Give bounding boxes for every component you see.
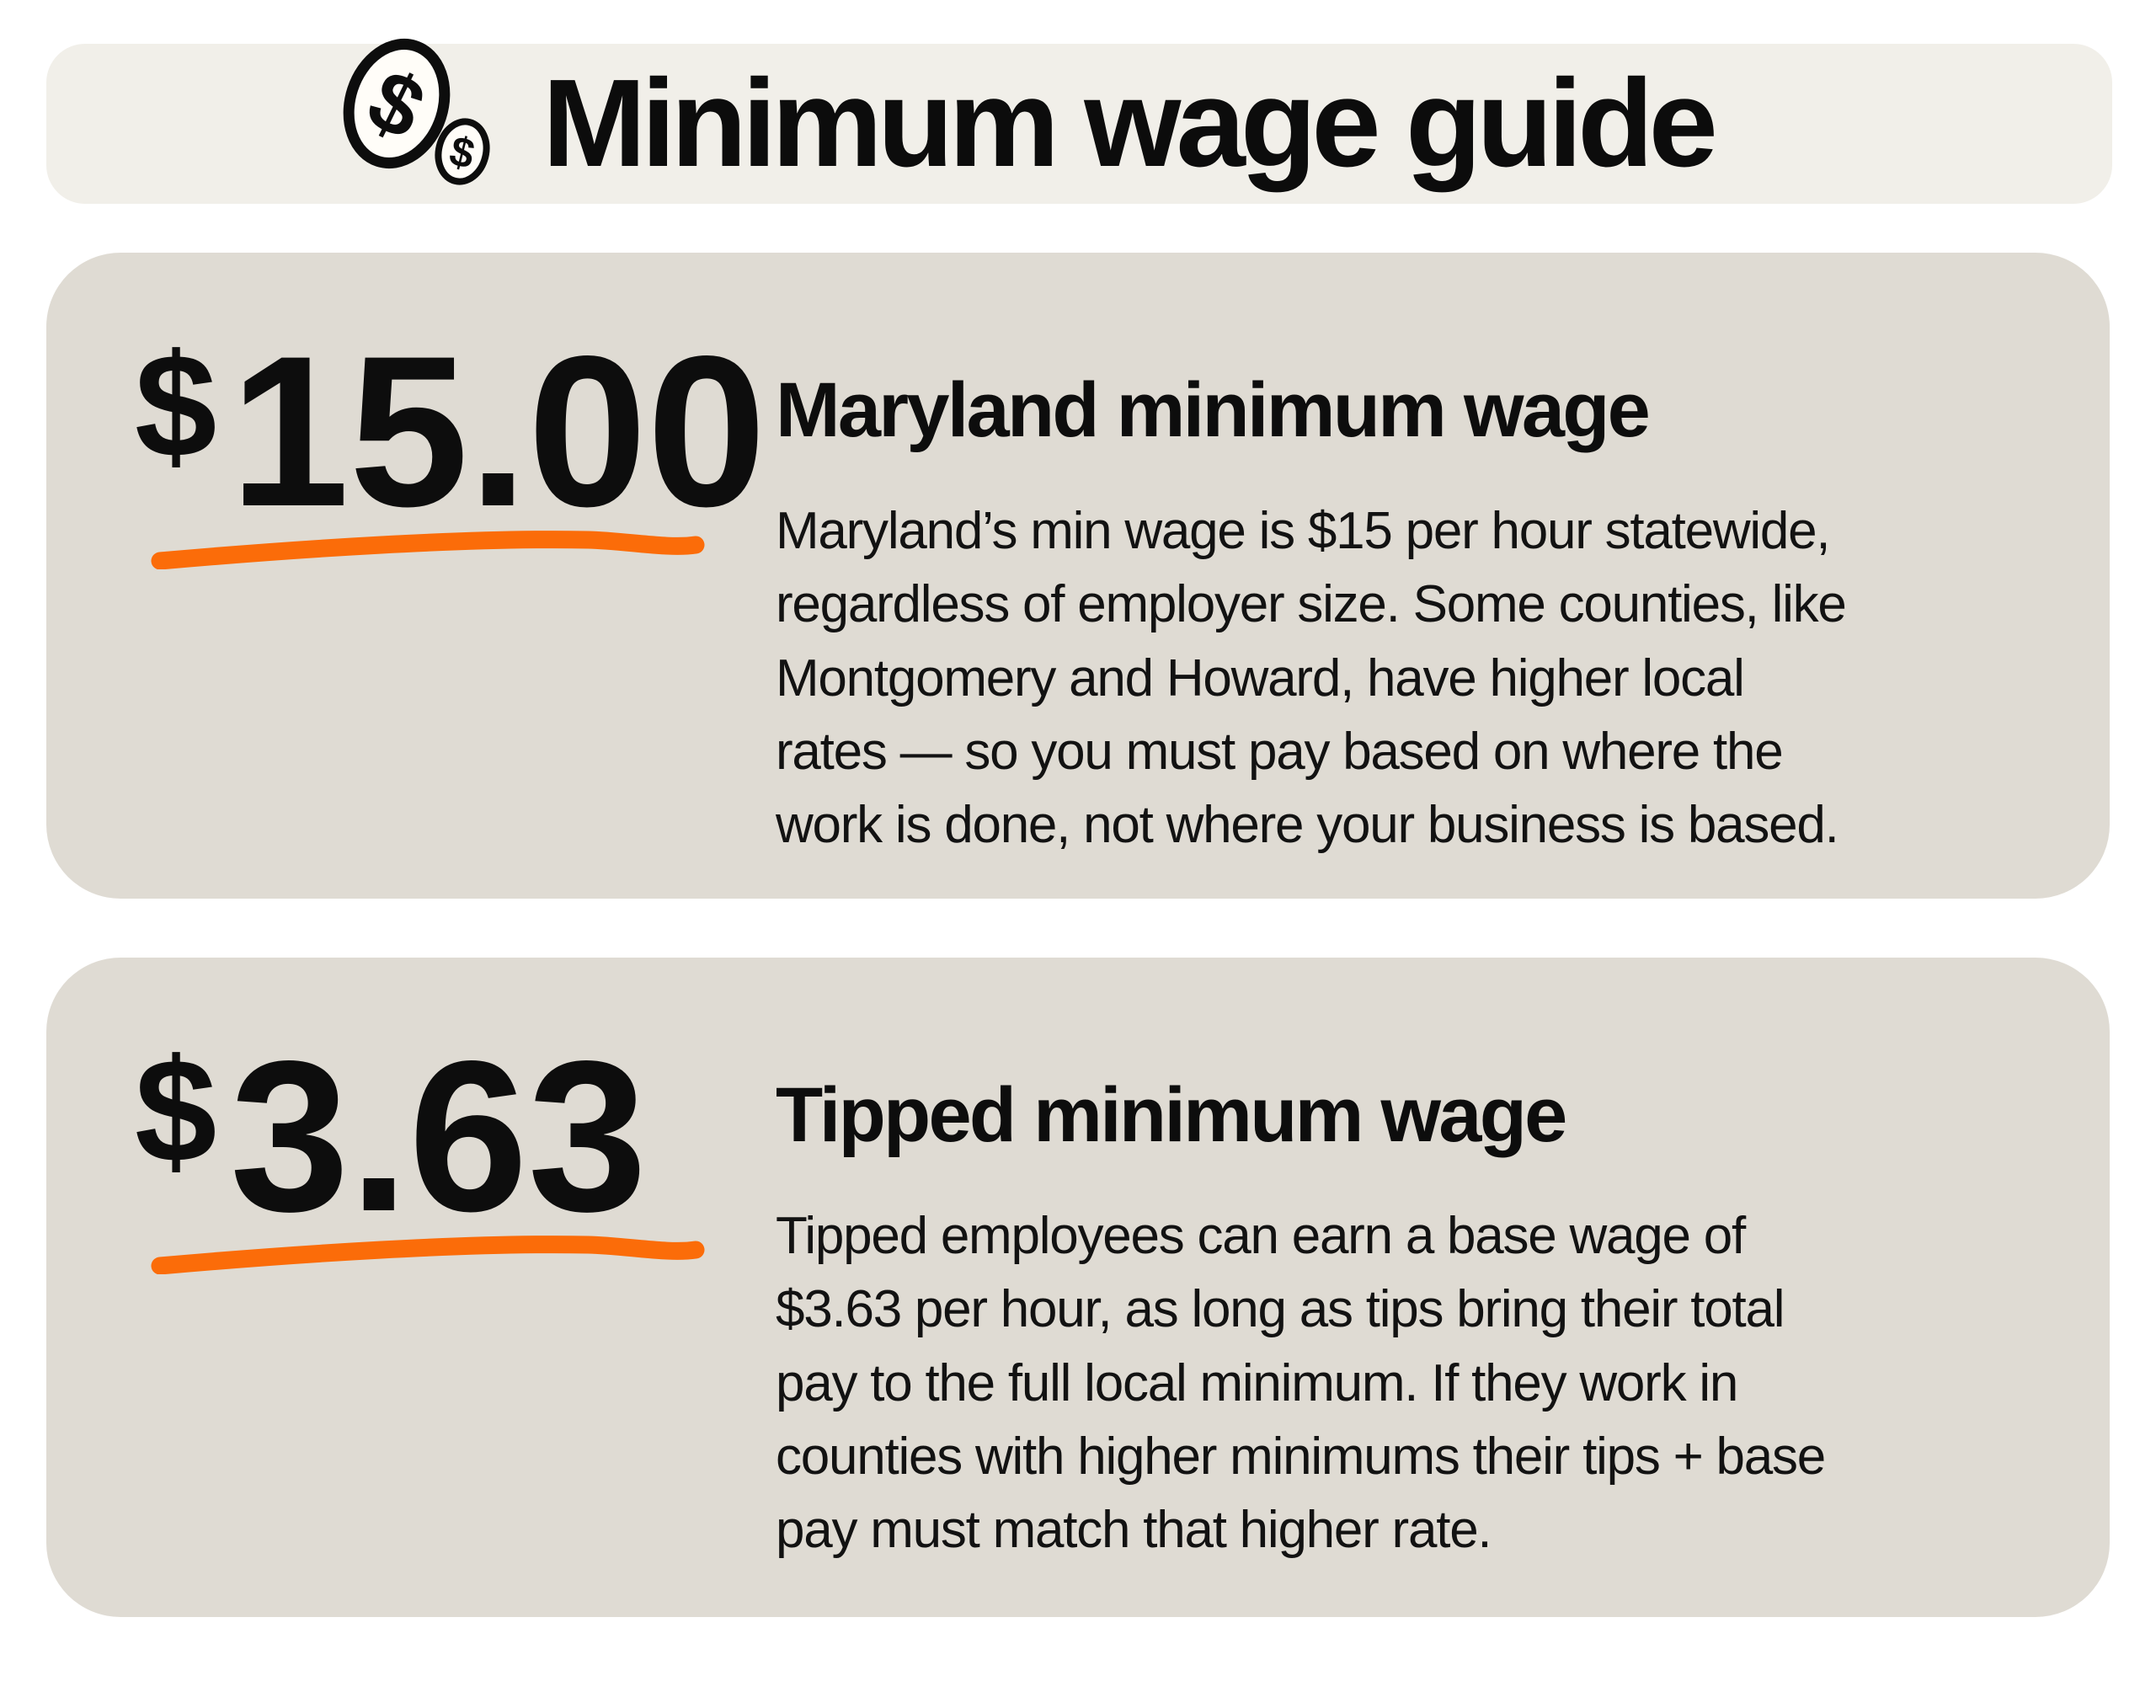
dollar-sign: $ bbox=[135, 1029, 217, 1193]
wage-text-column: Maryland minimum wage Maryland’s min wag… bbox=[776, 253, 2059, 899]
page-header: $ $ Minimum wage guide bbox=[46, 38, 2112, 204]
dollar-coins-svg: $ $ bbox=[343, 38, 490, 185]
small-coin: $ bbox=[435, 117, 490, 185]
wage-amount-column: $15.00 bbox=[135, 253, 776, 899]
page-title: Minimum wage guide bbox=[542, 54, 1718, 193]
card-heading: Maryland minimum wage bbox=[776, 367, 1651, 453]
orange-underline-icon bbox=[151, 1236, 705, 1274]
wage-amount: $15.00 bbox=[135, 324, 776, 539]
wage-amount-column: $3.63 bbox=[135, 958, 776, 1617]
large-coin: $ bbox=[343, 38, 451, 168]
minimum-wage-guide-page: $ $ Minimum wage guide $15.00 Maryland m… bbox=[0, 38, 2156, 1617]
tipped-minimum-wage-card: $3.63 Tipped minimum wage Tipped employe… bbox=[46, 958, 2110, 1617]
card-body: Tipped employees can earn a base wage of… bbox=[776, 1206, 1826, 1560]
maryland-minimum-wage-card: $15.00 Maryland minimum wage Maryland’s … bbox=[46, 253, 2110, 899]
dollar-coins-icon: $ $ bbox=[319, 24, 496, 188]
card-body: Maryland’s min wage is $15 per hour stat… bbox=[776, 501, 1847, 855]
amount-value: 15.00 bbox=[230, 312, 766, 552]
card-heading: Tipped minimum wage bbox=[776, 1072, 1567, 1158]
dollar-sign: $ bbox=[135, 324, 217, 488]
orange-underline-icon bbox=[151, 531, 705, 569]
wage-amount: $3.63 bbox=[135, 1029, 776, 1244]
wage-text-column: Tipped minimum wage Tipped employees can… bbox=[776, 958, 2059, 1617]
amount-value: 3.63 bbox=[230, 1017, 648, 1257]
